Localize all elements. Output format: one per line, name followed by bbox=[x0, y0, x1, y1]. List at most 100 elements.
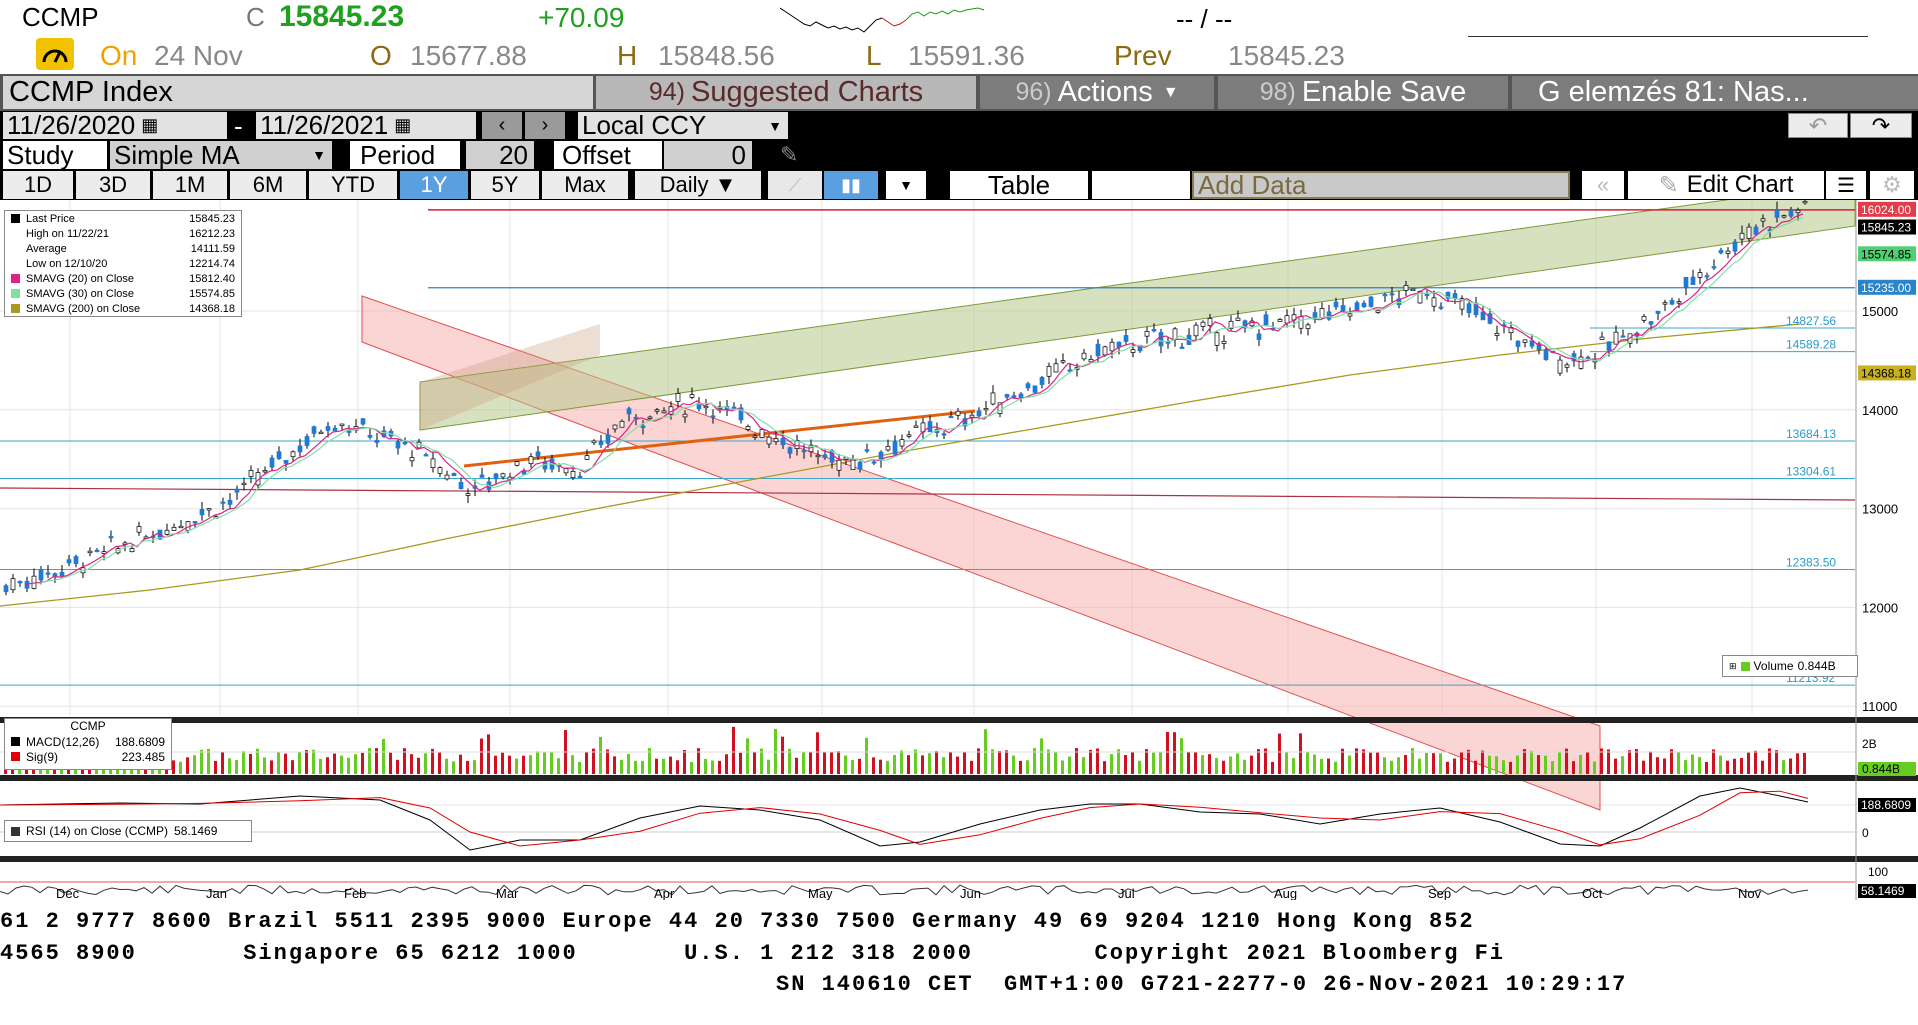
chart-type-bar-button[interactable]: ▮▮ bbox=[824, 171, 878, 199]
volume-bar bbox=[1677, 751, 1680, 774]
period-input[interactable]: 20 bbox=[466, 140, 534, 170]
period-label-box: Period bbox=[350, 139, 460, 170]
candle bbox=[94, 549, 100, 553]
price-chart[interactable]: 15000140001300012000110001000016212.0016… bbox=[0, 200, 1918, 915]
candle bbox=[584, 455, 590, 460]
start-date-field[interactable]: 11/26/2020 ▦ bbox=[3, 110, 227, 140]
candle bbox=[1088, 358, 1094, 363]
chart-area[interactable]: 15000140001300012000110001000016212.0016… bbox=[0, 200, 1918, 915]
offset-input[interactable]: 0 bbox=[664, 140, 752, 170]
currency-select[interactable]: Local CCY ▼ bbox=[578, 110, 788, 140]
volume-bar bbox=[214, 760, 217, 774]
enable-save-button[interactable]: 98) Enable Save bbox=[1218, 76, 1508, 109]
period-button-max[interactable]: Max bbox=[542, 171, 628, 199]
chart-type-dropdown[interactable]: ▼ bbox=[886, 171, 926, 199]
candle bbox=[689, 394, 695, 398]
candle bbox=[675, 393, 681, 402]
undo-button[interactable]: ↶ bbox=[1788, 113, 1848, 138]
suggested-charts-button[interactable]: 94) Suggested Charts bbox=[596, 76, 976, 109]
period-button-1m[interactable]: 1M bbox=[153, 171, 227, 199]
volume-bar bbox=[347, 757, 350, 774]
end-date-field[interactable]: 11/26/2021 ▦ bbox=[256, 110, 476, 140]
volume-bar bbox=[1194, 752, 1197, 774]
price-legend[interactable]: Last Price 15845.23 High on 11/22/21 16212.… bbox=[4, 210, 242, 317]
volume-legend[interactable]: ⊞ Volume 0.844B bbox=[1722, 655, 1858, 677]
table-button[interactable]: Table bbox=[950, 170, 1088, 200]
calendar-icon[interactable]: ▦ bbox=[141, 115, 159, 135]
study-select[interactable]: Simple MA ▼ bbox=[110, 140, 332, 170]
volume-bar bbox=[746, 738, 749, 774]
chart-edit-icon: ☰ bbox=[1837, 174, 1855, 197]
redo-button[interactable]: ↷ bbox=[1850, 113, 1912, 138]
volume-bar bbox=[606, 749, 609, 774]
candle bbox=[1403, 284, 1409, 291]
volume-bar bbox=[704, 758, 707, 774]
actions-button[interactable]: 96) Actions ▼ bbox=[980, 76, 1214, 109]
pencil-icon[interactable]: ✎ bbox=[780, 142, 799, 167]
volume-bar bbox=[459, 754, 462, 774]
frequency-select[interactable]: Daily ▼ bbox=[635, 171, 761, 199]
legend-label: SMAVG (20) on Close bbox=[26, 272, 135, 285]
period-button-1d[interactable]: 1D bbox=[3, 171, 73, 199]
volume-bar bbox=[1054, 751, 1057, 774]
volume-bar bbox=[781, 736, 784, 774]
macd-value: 188.6809 bbox=[114, 734, 165, 749]
candle bbox=[381, 430, 387, 438]
chart-title[interactable]: G elemzés 81: Nas... bbox=[1512, 76, 1918, 109]
add-data-field[interactable]: Add Data bbox=[1192, 170, 1570, 200]
rsi-legend[interactable]: RSI (14) on Close (CCMP) 58.1469 bbox=[4, 820, 252, 842]
chart-type-line-button[interactable]: ⟋ bbox=[768, 171, 822, 199]
volume-bar bbox=[690, 761, 693, 774]
macd-legend[interactable]: CCMP MACD(12,26) 188.6809 Sig(9) 223.485 bbox=[4, 718, 172, 770]
security-field[interactable]: CCMP Index bbox=[3, 76, 593, 109]
period-button-ytd[interactable]: YTD bbox=[309, 171, 397, 199]
candle bbox=[444, 474, 450, 480]
collapse-button[interactable]: « bbox=[1582, 171, 1624, 199]
volume-bar bbox=[249, 753, 252, 774]
candle bbox=[983, 408, 989, 411]
period-button-1y[interactable]: 1Y bbox=[400, 171, 468, 199]
volume-bar bbox=[1257, 749, 1260, 774]
speedometer-icon[interactable] bbox=[36, 38, 74, 70]
volume-bar bbox=[424, 753, 427, 774]
security-name: CCMP Index bbox=[9, 76, 173, 108]
volume-bar bbox=[1411, 748, 1414, 774]
period-button-3d[interactable]: 3D bbox=[76, 171, 150, 199]
uptrend-channel bbox=[419, 200, 1856, 431]
legend-value: 14368.18 bbox=[189, 302, 235, 315]
chart-settings-button[interactable]: ☰ bbox=[1826, 171, 1866, 199]
period-label: Period bbox=[360, 139, 436, 170]
study-toolbar: Study Simple MA ▼ Period 20 Offset 0 ✎ bbox=[0, 140, 1918, 170]
volume-bar bbox=[1040, 738, 1043, 774]
volume-bar bbox=[711, 760, 714, 774]
period-button-6m[interactable]: 6M bbox=[230, 171, 306, 199]
volume-bar bbox=[620, 759, 623, 774]
candle bbox=[199, 509, 205, 516]
gear-button[interactable]: ⚙ bbox=[1870, 171, 1914, 199]
blank-button[interactable] bbox=[1092, 171, 1190, 199]
prev-range-button[interactable]: ‹ bbox=[482, 112, 522, 139]
edit-chart-button[interactable]: ✎ Edit Chart bbox=[1628, 171, 1824, 199]
volume-bar bbox=[1208, 754, 1211, 774]
volume-bar bbox=[543, 751, 546, 774]
macd-label: MACD(12,26) bbox=[26, 734, 100, 749]
prev-label: Prev bbox=[1114, 40, 1172, 71]
volume-bar bbox=[1747, 752, 1750, 774]
edit-chart-label: Edit Chart bbox=[1686, 171, 1794, 198]
candle bbox=[1452, 293, 1458, 299]
double-chevron-left-icon: « bbox=[1596, 172, 1610, 197]
candle bbox=[682, 413, 688, 418]
volume-bar bbox=[1131, 751, 1134, 774]
candle bbox=[1305, 324, 1311, 329]
candle bbox=[10, 578, 16, 591]
quote-date: 24 Nov bbox=[154, 40, 243, 71]
volume-bar bbox=[501, 752, 504, 774]
period-button-5y[interactable]: 5Y bbox=[471, 171, 539, 199]
volume-tag: 0.844B bbox=[1862, 762, 1900, 776]
candle bbox=[535, 451, 541, 457]
volume-bar bbox=[1481, 750, 1484, 774]
volume-bar bbox=[879, 759, 882, 774]
calendar-icon[interactable]: ▦ bbox=[394, 115, 412, 135]
candle bbox=[346, 430, 352, 433]
next-range-button[interactable]: › bbox=[525, 112, 565, 139]
